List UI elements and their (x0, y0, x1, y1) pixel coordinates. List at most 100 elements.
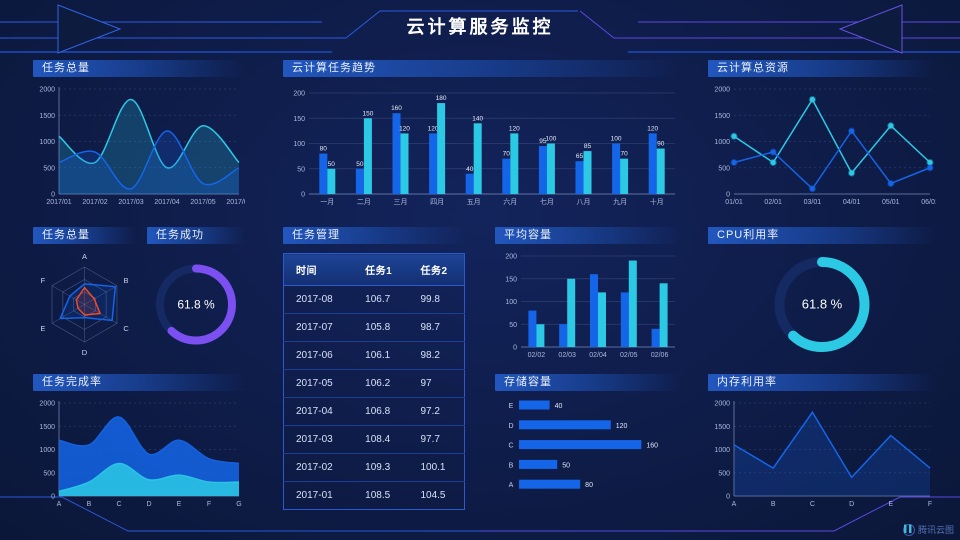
storage-capacity-hbar-chart[interactable]: E 40 D 120 C 160 B 50 A 80 (495, 391, 681, 510)
svg-text:50: 50 (328, 161, 336, 168)
table-cell: 106.7 (353, 285, 409, 314)
table-row[interactable]: 2017-06 106.1 98.2 (283, 341, 465, 370)
svg-text:95: 95 (539, 138, 547, 145)
average-capacity-bar-chart[interactable]: 0 50 100 150 200 02/02 02/03 02/04 02/05 02/06 (495, 244, 681, 361)
panel-task-total-radar: 任务总量 A B C D E F (33, 227, 136, 365)
table-cell: 98.7 (408, 313, 465, 342)
panel-task-completion-rate: 任务完成率 0 500 1000 1500 2000 A B C D E F G (33, 374, 245, 514)
table-row[interactable]: 2017-05 106.2 97 (283, 369, 465, 398)
svg-text:D: D (849, 501, 854, 508)
svg-text:B: B (771, 501, 776, 508)
svg-text:70: 70 (503, 151, 511, 158)
task-total-area-chart[interactable]: 0 500 1000 1500 2000 2017/01 2017/02 2017/03 201… (33, 77, 245, 208)
svg-text:六月: 六月 (503, 197, 517, 206)
table-cell: 2017-05 (283, 369, 354, 398)
svg-text:04/01: 04/01 (843, 199, 861, 206)
svg-text:F: F (41, 276, 46, 285)
task-total-radar-chart[interactable]: A B C D E F (33, 244, 136, 361)
table-cell: 97 (408, 369, 465, 398)
svg-text:200: 200 (505, 254, 517, 261)
svg-text:2017/01: 2017/01 (46, 199, 71, 206)
svg-text:80: 80 (585, 482, 593, 489)
panel-storage-capacity: 存储容量 E 40 D 120 C 160 B 50 A 80 (495, 374, 681, 514)
watermark-label: 腾讯云图 (917, 525, 954, 535)
svg-text:1500: 1500 (714, 424, 730, 431)
svg-text:0: 0 (726, 494, 730, 501)
svg-text:03/01: 03/01 (804, 199, 822, 206)
svg-text:500: 500 (718, 165, 730, 172)
svg-text:1500: 1500 (39, 424, 55, 431)
task-success-gauge-chart[interactable]: 61.8 % (147, 244, 245, 361)
table-cell: 97.2 (408, 397, 465, 426)
table-row[interactable]: 2017-08 106.7 99.8 (283, 285, 465, 314)
svg-text:E: E (177, 501, 182, 508)
table-cell: 99.8 (408, 285, 465, 314)
table-cell: 108.4 (353, 425, 409, 454)
table-cell: 2017-01 (296, 490, 333, 501)
svg-text:B: B (87, 501, 92, 508)
svg-text:2017/04: 2017/04 (154, 199, 179, 206)
svg-text:B: B (509, 462, 514, 469)
svg-text:150: 150 (362, 110, 373, 117)
table-row[interactable]: 2017-02 109.3 100.1 (283, 453, 465, 482)
svg-text:150: 150 (505, 276, 517, 283)
page-title: 云计算服务监控 (406, 17, 554, 37)
panel-title: 任务成功 (147, 227, 245, 244)
table-row[interactable]: 2017-01 108.5 104.5 (284, 482, 465, 510)
svg-text:65: 65 (576, 153, 584, 160)
svg-text:C: C (123, 324, 129, 333)
svg-text:50: 50 (562, 462, 570, 469)
svg-text:120: 120 (509, 125, 520, 132)
svg-text:120: 120 (616, 423, 628, 430)
cpu-gauge-chart[interactable]: 61.8 % (708, 244, 936, 361)
table-cell: 105.8 (353, 313, 409, 342)
svg-text:120: 120 (399, 125, 410, 132)
table-column-header: 任务1 (353, 253, 409, 286)
memory-line-chart[interactable]: 0 500 1000 1500 2000 A B C D E F (708, 391, 936, 510)
svg-text:E: E (40, 324, 45, 333)
svg-text:500: 500 (43, 470, 55, 477)
svg-text:40: 40 (555, 403, 563, 410)
table-cell: 100.1 (408, 453, 465, 482)
panel-title: 存储容量 (495, 374, 681, 391)
table-cell: 2017-06 (283, 341, 354, 370)
table-cell: 106.8 (353, 397, 409, 426)
svg-text:02/02: 02/02 (528, 352, 546, 359)
svg-text:A: A (732, 501, 737, 508)
table-cell: 2017-02 (283, 453, 354, 482)
table-cell: 109.3 (353, 453, 409, 482)
svg-text:160: 160 (391, 105, 402, 112)
panel-title: 云计算总资源 (708, 60, 936, 77)
svg-text:61.8 %: 61.8 % (802, 297, 843, 312)
svg-text:0: 0 (51, 494, 55, 501)
svg-text:02/03: 02/03 (558, 352, 576, 359)
table-cell: 106.2 (353, 369, 409, 398)
task-completion-area-chart[interactable]: 0 500 1000 1500 2000 A B C D E F G (33, 391, 245, 510)
svg-text:02/04: 02/04 (589, 352, 607, 359)
svg-text:02/01: 02/01 (764, 199, 782, 206)
svg-text:80: 80 (320, 146, 328, 153)
svg-text:A: A (509, 482, 514, 489)
table-cell: 104.5 (420, 490, 446, 501)
table-row[interactable]: 2017-07 105.8 98.7 (283, 313, 465, 342)
svg-text:50: 50 (509, 322, 517, 329)
panel-cloud-total-resources: 云计算总资源 0 500 1000 1500 2000 01/01 02/01 03/01 04… (708, 60, 936, 212)
svg-text:D: D (508, 423, 513, 430)
total-resources-line-chart[interactable]: 0 500 1000 1500 2000 01/01 02/01 03/01 04/01 05/0… (708, 77, 936, 208)
svg-text:100: 100 (611, 136, 622, 143)
svg-text:02/05: 02/05 (620, 352, 638, 359)
svg-text:E: E (888, 501, 893, 508)
svg-text:四月: 四月 (430, 198, 444, 206)
svg-text:200: 200 (293, 91, 305, 98)
table-cell: 2017-04 (283, 397, 354, 426)
svg-text:500: 500 (43, 165, 55, 172)
table-row[interactable]: 2017-04 106.8 97.2 (283, 397, 465, 426)
svg-text:F: F (207, 501, 211, 508)
svg-text:160: 160 (646, 443, 658, 450)
table-cell: 97.7 (408, 425, 465, 454)
panel-task-success: 任务成功 61.8 % (147, 227, 245, 365)
table-row[interactable]: 2017-03 108.4 97.7 (283, 425, 465, 454)
svg-text:1500: 1500 (39, 113, 55, 120)
task-trend-bar-chart[interactable]: 0 50 100 150 200 一月 二月 三月 四月 五月 六月 七月 八月 九月 十月 80 50 160 1… (283, 77, 681, 208)
svg-text:02/06: 02/06 (651, 352, 669, 359)
